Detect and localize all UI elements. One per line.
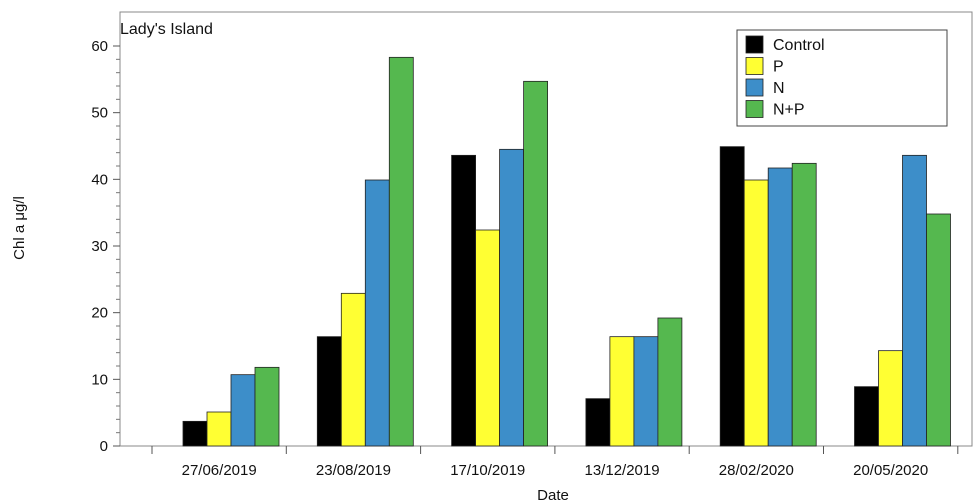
bar-n-p	[657, 317, 683, 447]
bar-control	[451, 154, 477, 447]
legend-label: N+P	[773, 102, 805, 119]
bar-n	[902, 154, 927, 447]
panel-label: Lady's Island	[120, 21, 213, 38]
x-axis-title: Date	[537, 487, 569, 504]
legend-swatch	[745, 35, 764, 54]
y-tick-label: 20	[91, 305, 108, 322]
legend: Control PN N+P	[736, 29, 948, 127]
bar-n	[364, 179, 390, 447]
bar-n	[767, 167, 793, 447]
bars-group	[182, 56, 951, 447]
bar-control	[316, 336, 342, 447]
bar-p	[340, 292, 366, 447]
bar-n-p	[388, 56, 414, 447]
bar-p	[609, 336, 635, 447]
bar-p	[206, 411, 232, 447]
bar-n-p	[254, 366, 280, 447]
x-tick-label: 17/10/2019	[450, 462, 525, 479]
legend-label: N	[773, 80, 785, 97]
y-tick-label: 10	[91, 371, 108, 388]
bar-n-p	[926, 213, 951, 447]
y-tick-label: 30	[91, 238, 108, 255]
y-tick-label: 0	[100, 438, 108, 455]
bar-n	[499, 148, 525, 447]
x-tick-label: 13/12/2019	[585, 462, 660, 479]
legend-swatch	[745, 100, 764, 118]
bar-n	[633, 336, 659, 447]
y-tick-label: 60	[91, 38, 108, 55]
legend-box	[736, 29, 948, 127]
x-tick-label: 20/05/2020	[853, 462, 928, 479]
bar-n-p	[523, 80, 548, 447]
y-tick-label: 40	[91, 171, 108, 188]
y-tick-label: 50	[91, 105, 108, 122]
bar-n	[230, 374, 256, 447]
bar-n-p	[791, 162, 817, 447]
bar-control	[182, 420, 208, 447]
legend-label: Control	[773, 37, 825, 54]
bar-p	[743, 179, 769, 447]
legend-label: P	[773, 59, 784, 76]
x-tick-label: 28/02/2020	[719, 462, 794, 479]
y-axis: 0 10 20 30 40 50 60	[91, 38, 120, 455]
bar-control	[854, 386, 879, 447]
legend-swatch	[745, 78, 764, 97]
bar-control	[585, 398, 611, 447]
bar-p	[878, 350, 903, 447]
bar-control	[719, 146, 745, 447]
legend-swatch	[745, 57, 764, 75]
y-axis-title: Chl a μg/l	[11, 196, 28, 260]
x-tick-label: 23/08/2019	[316, 462, 391, 479]
x-tick-label: 27/06/2019	[182, 462, 257, 479]
bar-p	[475, 229, 501, 447]
x-axis: 27/06/2019 23/08/2019 17/10/2019 13/12/2019…	[151, 446, 959, 479]
